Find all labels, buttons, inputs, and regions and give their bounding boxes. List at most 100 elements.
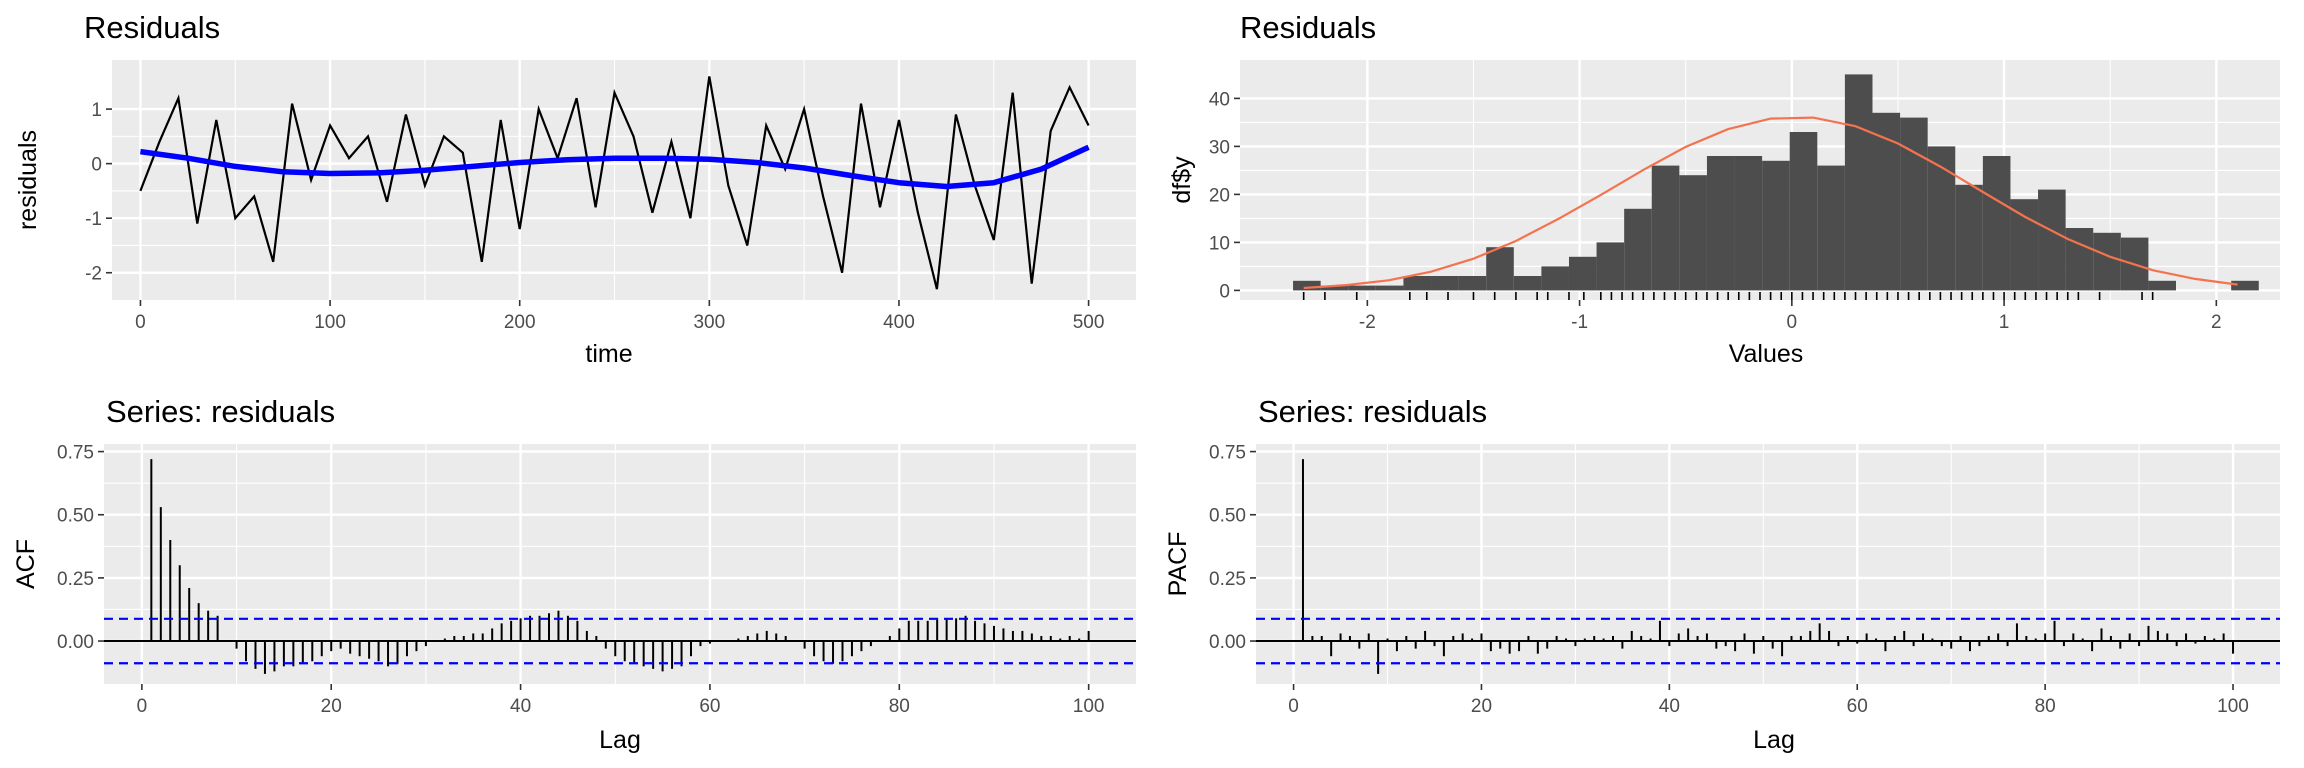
histogram-bar <box>1762 160 1790 291</box>
x-tick-label: 1 <box>1999 312 2010 333</box>
x-tick-label: 40 <box>1659 696 1680 717</box>
x-axis-title: Lag <box>599 726 641 754</box>
histogram-bar <box>1651 165 1680 291</box>
histogram-bar <box>1734 156 1763 291</box>
histogram-bar <box>1568 256 1597 291</box>
series-layer <box>1293 74 2259 300</box>
x-tick-label: 40 <box>510 696 531 717</box>
x-tick-label: 60 <box>1847 696 1868 717</box>
histogram-bar <box>1293 280 1321 291</box>
x-tick-label: 20 <box>1471 696 1492 717</box>
axes: 0 20 40 60 80 100 0.00 0.25 0.50 0.75 <box>57 443 1104 717</box>
x-tick-label: 0 <box>1288 696 1299 717</box>
y-tick-label: 0.00 <box>57 632 94 653</box>
y-tick-label: 0.75 <box>57 443 94 464</box>
y-axis-title: ACF <box>12 539 40 589</box>
histogram-bar <box>1789 132 1818 291</box>
residuals-time-plot: Residuals 0 100 200 300 400 500 -2 -1 0 1 time re… <box>14 10 1136 368</box>
density-curve <box>1303 116 2238 290</box>
plot-title: Series: residuals <box>106 394 335 429</box>
y-tick-label: 0.25 <box>1209 569 1246 590</box>
histogram-bar <box>2010 199 2039 291</box>
y-tick-label: 40 <box>1209 89 1230 110</box>
x-tick-label: 80 <box>2035 696 2056 717</box>
x-tick-label: -2 <box>1359 312 1376 333</box>
histogram-bar <box>1982 156 2011 291</box>
plot-panel <box>1256 444 2280 684</box>
axes: 0 20 40 60 80 100 0.00 0.25 0.50 0.75 <box>1209 443 2249 717</box>
x-tick-label: 500 <box>1073 312 1105 333</box>
y-tick-label: 0.50 <box>1209 506 1246 527</box>
y-tick-label: 0 <box>1219 281 1230 302</box>
histogram-bar <box>1596 242 1625 291</box>
x-tick-label: -1 <box>1571 312 1588 333</box>
x-tick-label: 0 <box>135 312 146 333</box>
histogram-bar <box>1486 247 1514 291</box>
y-tick-label: 30 <box>1209 137 1230 158</box>
histogram-bar <box>1431 276 1459 291</box>
plot-title: Residuals <box>84 10 220 45</box>
x-tick-label: 60 <box>699 696 720 717</box>
plot-title: Series: residuals <box>1258 394 1487 429</box>
plot-panel <box>112 60 1136 300</box>
histogram-bar <box>2093 232 2121 291</box>
histogram-bar <box>1541 266 1569 291</box>
pacf-plot: Series: residuals 0 20 40 60 80 100 0.00 0.25 0.… <box>1164 394 2280 754</box>
histogram-bar <box>1513 276 1542 291</box>
histogram-bar <box>2065 228 2094 291</box>
y-tick-label: 0 <box>91 155 102 176</box>
acf-plot: Series: residuals 0 20 40 60 80 100 0.00 0.25 0.… <box>12 394 1136 754</box>
x-axis-title: time <box>585 340 632 368</box>
x-tick-label: 20 <box>321 696 342 717</box>
histogram-bar <box>1348 285 1376 291</box>
y-axis-title: PACF <box>1164 532 1192 597</box>
plot-panel <box>104 444 1136 684</box>
histogram-bar <box>1927 146 1956 291</box>
x-tick-label: 0 <box>1787 312 1798 333</box>
series-layer <box>139 76 1090 290</box>
x-tick-label: 300 <box>693 312 725 333</box>
histogram-bar <box>1320 285 1349 291</box>
residuals-line <box>139 76 1090 290</box>
series-layer <box>1256 459 2280 674</box>
x-tick-label: 400 <box>883 312 915 333</box>
axes: 0 100 200 300 400 500 -2 -1 0 1 <box>85 100 1104 333</box>
x-tick-label: 0 <box>137 696 148 717</box>
y-tick-label: 20 <box>1209 185 1230 206</box>
histogram-bar <box>1955 184 1983 291</box>
x-tick-label: 100 <box>314 312 346 333</box>
histogram-bar <box>1403 276 1432 291</box>
histogram-bar <box>1844 74 1873 291</box>
histogram-bar <box>2148 280 2176 291</box>
y-tick-label: -1 <box>85 209 102 230</box>
y-tick-label: 0.25 <box>57 569 94 590</box>
histogram-bar <box>2038 189 2066 291</box>
x-tick-label: 200 <box>504 312 536 333</box>
y-tick-label: 10 <box>1209 233 1230 254</box>
series-layer <box>104 459 1136 674</box>
histogram-bar <box>2231 280 2259 291</box>
histogram-bar <box>1679 175 1707 291</box>
x-tick-label: 2 <box>2211 312 2222 333</box>
histogram-bar <box>1706 156 1735 291</box>
y-tick-label: 0.50 <box>57 506 94 527</box>
y-tick-label: 0.75 <box>1209 443 1246 464</box>
x-tick-label: 80 <box>889 696 910 717</box>
y-tick-label: 1 <box>91 100 102 121</box>
x-axis-title: Lag <box>1753 726 1795 754</box>
y-tick-label: 0.00 <box>1209 632 1246 653</box>
x-axis-title: Values <box>1729 340 1804 368</box>
histogram-bar <box>1375 285 1404 291</box>
smooth-line <box>140 144 1090 190</box>
y-axis-title: df$y <box>1168 156 1196 204</box>
x-tick-label: 100 <box>1073 696 1105 717</box>
histogram-bar <box>1817 165 1845 291</box>
histogram-bar <box>1900 117 1928 291</box>
histogram-bar <box>1458 276 1487 291</box>
plot-title: Residuals <box>1240 10 1376 45</box>
histogram-bar <box>1624 208 1652 291</box>
y-axis-title: residuals <box>14 130 42 230</box>
